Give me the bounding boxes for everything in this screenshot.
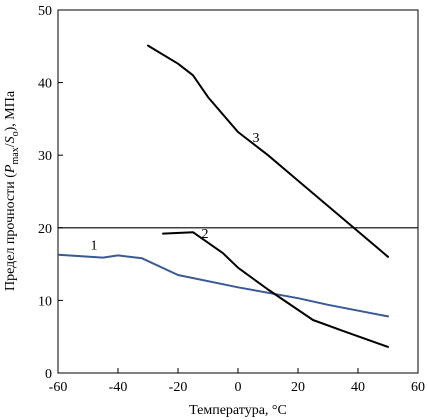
- plot-frame: [57, 9, 419, 374]
- series-labels: 1 2 3: [91, 131, 260, 253]
- y-tick-label: 30: [38, 149, 52, 164]
- series-line-2: [162, 231, 389, 348]
- x-tick-label: -60: [49, 380, 68, 395]
- y-tick-label: 50: [38, 4, 52, 19]
- y-tick-label: 20: [38, 222, 52, 237]
- y-tick-label: 40: [38, 77, 52, 92]
- series-label-1: 1: [91, 239, 98, 254]
- plot-area-border: [57, 9, 419, 374]
- y-tick-label: 10: [38, 294, 52, 309]
- x-tick-label: -20: [169, 380, 188, 395]
- x-axis-label: Температура, °C: [189, 403, 287, 418]
- x-tick-label: 60: [411, 380, 425, 395]
- x-tick-label: 20: [291, 380, 305, 395]
- x-tick-label: 0: [235, 380, 242, 395]
- y-tick-label: 0: [45, 367, 52, 382]
- x-axis-ticks: -60 -40 -20 0 20 40 60: [49, 368, 425, 395]
- series-line-1: [57, 253, 389, 318]
- y-axis-ticks: 0 10 20 30 40 50: [38, 4, 63, 382]
- y-axis-label: Предел прочности (Pmax/So), МПа: [3, 90, 21, 291]
- series-group: [57, 44, 389, 348]
- x-tick-label: 40: [351, 380, 365, 395]
- series-label-2: 2: [202, 227, 209, 242]
- series-line-3: [147, 44, 389, 258]
- x-tick-label: -40: [109, 380, 128, 395]
- series-label-3: 3: [253, 131, 260, 146]
